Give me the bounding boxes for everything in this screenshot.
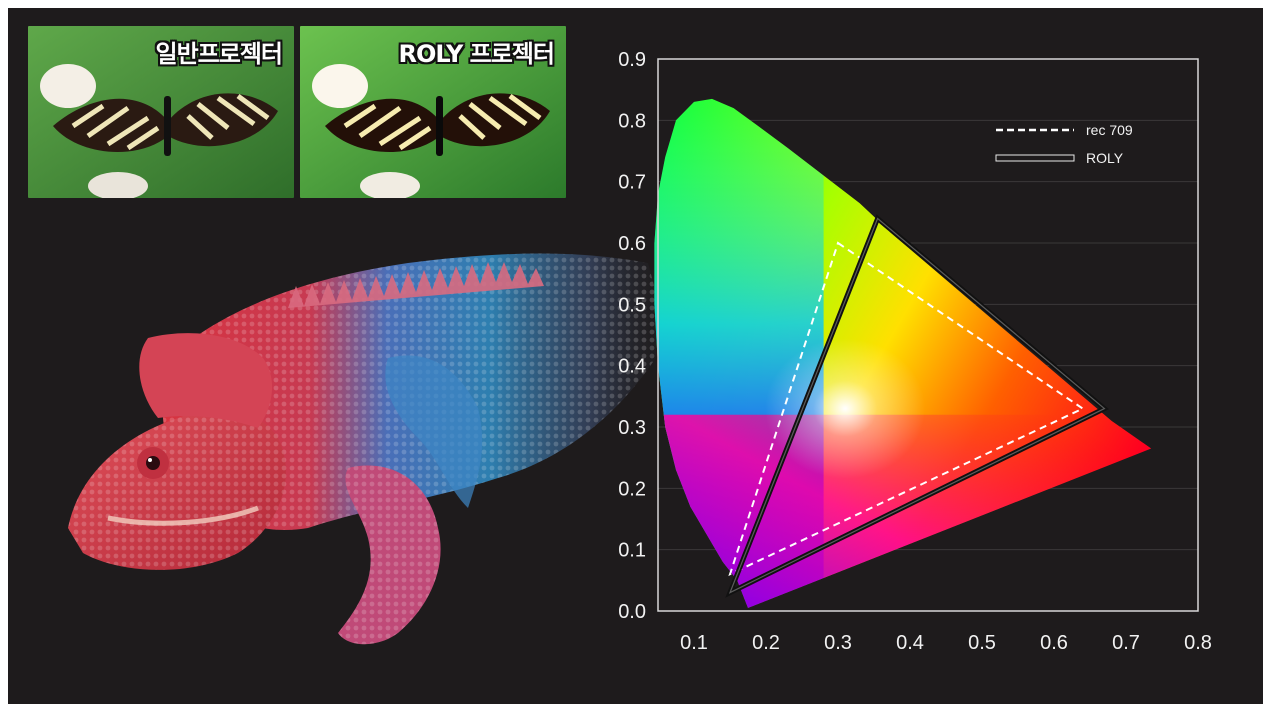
- x-tick-label: 0.8: [1184, 632, 1212, 654]
- legend-label: ROLY: [1086, 150, 1124, 166]
- white-point-glow: [765, 338, 926, 479]
- butterfly-image: [300, 26, 566, 198]
- y-tick-label: 0.9: [618, 49, 646, 71]
- x-tick-label: 0.2: [752, 632, 780, 654]
- chameleon-image: [68, 253, 668, 645]
- y-tick-label: 0.1: [618, 540, 646, 562]
- y-tick-label: 0.8: [618, 110, 646, 132]
- x-tick-label: 0.4: [896, 632, 924, 654]
- legend-label: rec 709: [1086, 122, 1133, 138]
- normal-projector-thumbnail: 일반프로젝터: [28, 26, 294, 198]
- butterfly-image: [28, 26, 294, 198]
- x-tick-label: 0.5: [968, 632, 996, 654]
- infographic-canvas: 일반프로젝터 ROLY 프로젝터: [8, 8, 1263, 704]
- axis-ticks: 0.0 0.1 0.2 0.3 0.4 0.5 0.6 0.7 0.8 0.9 0.1 0.2 0.3 0…: [618, 49, 1212, 654]
- cie-chromaticity-chart: 0.0 0.1 0.2 0.3 0.4 0.5 0.6 0.7 0.8 0.9 0.1 0.2 0.3 0…: [618, 49, 1212, 654]
- gamut-triangle-rec-709: [728, 241, 1085, 577]
- y-tick-label: 0.3: [618, 417, 646, 439]
- chart-legend: rec 709 ROLY: [995, 122, 1133, 166]
- roly-projector-label: ROLY 프로젝터: [398, 40, 555, 68]
- y-tick-label: 0.6: [618, 233, 646, 255]
- plot-frame: [657, 58, 1199, 612]
- y-tick-label: 0.4: [618, 356, 646, 378]
- y-tick-label: 0.2: [618, 478, 646, 500]
- x-tick-label: 0.7: [1112, 632, 1140, 654]
- normal-projector-label: 일반프로젝터: [155, 40, 283, 68]
- legend-swatch-double: [995, 154, 1075, 162]
- gamut-triangle-roly: [725, 214, 1109, 598]
- x-tick-label: 0.3: [824, 632, 852, 654]
- gamut-triangle-roly-inner: [728, 217, 1106, 594]
- x-tick-label: 0.6: [1040, 632, 1068, 654]
- y-tick-label: 0.5: [618, 294, 646, 316]
- gamut-triangles: [725, 214, 1109, 598]
- y-tick-label: 0.0: [618, 601, 646, 623]
- y-tick-label: 0.7: [618, 172, 646, 194]
- x-tick-label: 0.1: [680, 632, 708, 654]
- roly-projector-thumbnail: ROLY 프로젝터: [300, 26, 566, 198]
